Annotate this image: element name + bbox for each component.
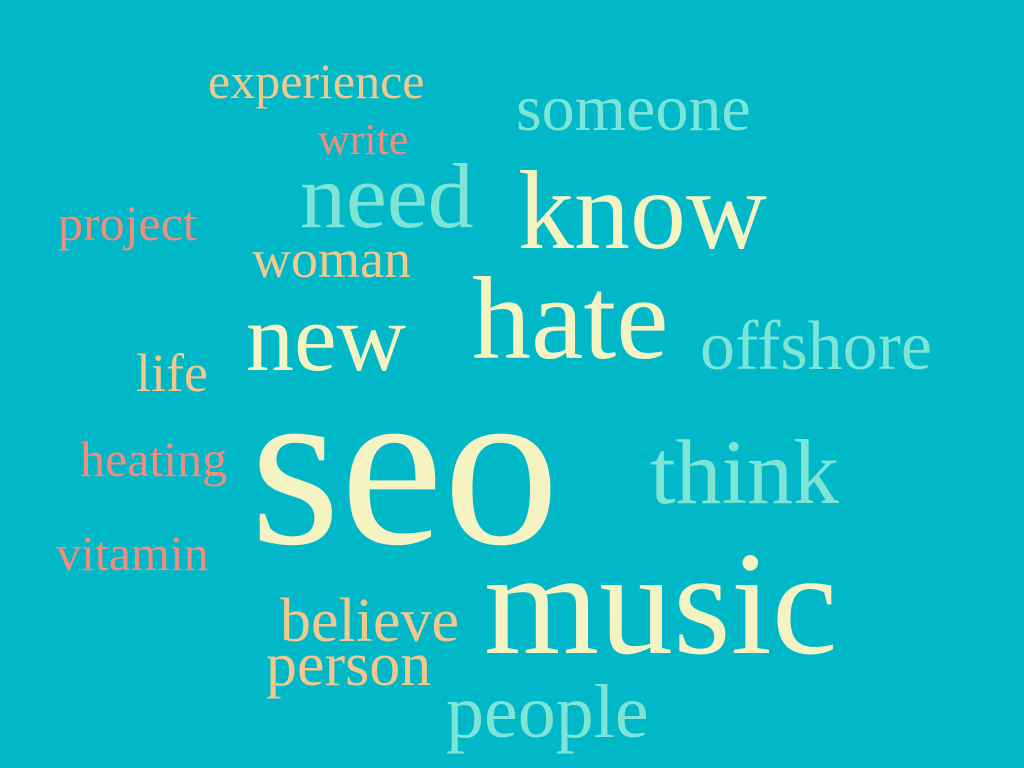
word-someone: someone [516, 72, 751, 145]
word-music: music [484, 522, 838, 686]
word-believe: believe [280, 587, 460, 655]
word-need: need [300, 145, 474, 247]
word-think: think [650, 421, 840, 523]
word-know: know [518, 149, 767, 273]
word-offshore: offshore [700, 308, 932, 385]
word-life: life [136, 343, 208, 403]
word-woman: woman [252, 229, 411, 289]
word-vitamin: vitamin [56, 525, 209, 581]
word-person: person [266, 631, 432, 699]
word-write: write [318, 115, 409, 164]
word-new: new [246, 284, 406, 391]
word-heating: heating [80, 431, 228, 487]
word-people: people [446, 670, 649, 754]
word-seo: seo [250, 337, 560, 594]
word-project: project [58, 195, 197, 251]
word-experience: experience [208, 53, 425, 109]
word-hate: hate [472, 253, 669, 384]
